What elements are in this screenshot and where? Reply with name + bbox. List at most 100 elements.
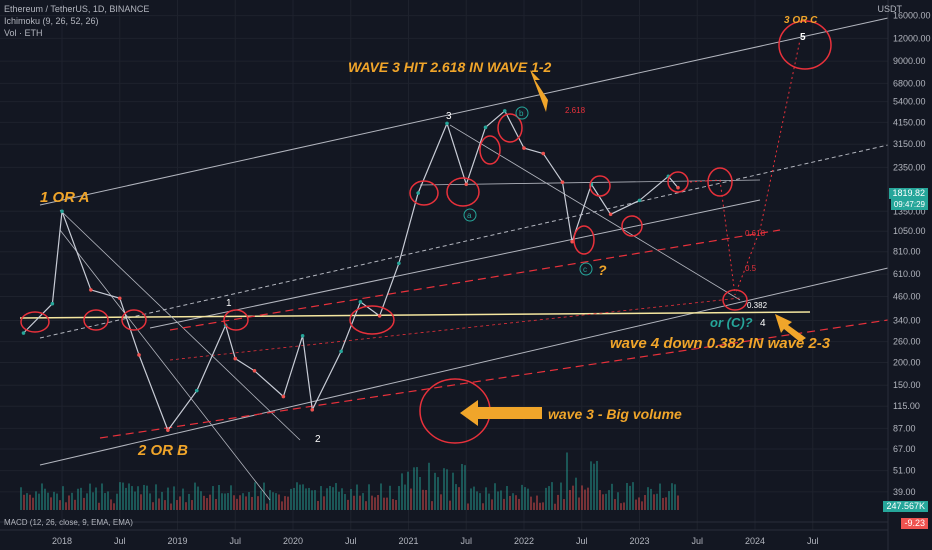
volume-bar — [104, 493, 106, 510]
time-tick-label: 2024 — [745, 536, 765, 546]
volume-bar — [233, 495, 235, 510]
fib-label-05: 0.5 — [745, 264, 757, 273]
highlight-circle — [349, 305, 395, 335]
volume-bar — [173, 486, 175, 510]
volume-bar — [356, 484, 358, 510]
volume-bar — [347, 499, 349, 510]
volume-bar — [197, 486, 199, 510]
price-point — [637, 198, 642, 203]
highlight-circle — [223, 309, 249, 331]
volume-bar — [617, 492, 619, 510]
current-price-tag: 1819.82 — [889, 188, 928, 199]
price-point — [137, 353, 141, 357]
volume-bar — [44, 488, 46, 510]
volume-bar — [482, 503, 484, 510]
wave-label-2: 2 — [315, 434, 321, 445]
volume-bar — [629, 485, 631, 510]
price-tick-label: 12000.00 — [893, 33, 931, 43]
annotation-circles — [20, 20, 832, 444]
volume-bar — [29, 494, 31, 510]
volume-bar — [575, 477, 577, 510]
price-tick-label: 51.00 — [893, 466, 916, 476]
time-tick-label: Jul — [576, 536, 588, 546]
highlight-circle — [83, 309, 109, 331]
volume-bar — [506, 486, 508, 510]
annotation-two-or-b: 2 OR B — [137, 442, 188, 459]
volume-bar — [305, 488, 307, 510]
highlight-circle — [121, 309, 147, 331]
volume-bar — [461, 463, 463, 510]
volume-bar — [503, 498, 505, 510]
legend-symbol[interactable]: Ethereum / TetherUS, 1D, BINANCE — [4, 4, 150, 14]
volume-bar — [137, 486, 139, 510]
volume-bar — [488, 493, 490, 510]
volume-bar — [371, 495, 373, 510]
volume-bar — [164, 500, 166, 510]
volume-bar — [569, 490, 571, 510]
volume-bar — [95, 487, 97, 510]
volume-bar — [365, 501, 367, 510]
fib-label-0618: 0.618 — [745, 229, 766, 238]
volume-bar — [578, 497, 580, 510]
volume-bar — [557, 494, 559, 510]
legend-ichimoku[interactable]: Ichimoku (9, 26, 52, 26) — [4, 16, 99, 26]
highlight-circle — [479, 135, 501, 165]
volume-bar — [260, 490, 262, 510]
legend-volume[interactable]: Vol · ETH — [4, 28, 43, 38]
volume-bar — [620, 503, 622, 510]
channel-line — [39, 267, 889, 466]
annotation-three-or-c: 3 OR C — [784, 15, 818, 26]
price-point — [233, 356, 238, 361]
time-tick-label: 2023 — [629, 536, 649, 546]
volume-bar — [635, 499, 637, 510]
volume-bar — [605, 493, 607, 510]
volume-bar — [560, 482, 562, 510]
volume-bar — [599, 490, 601, 510]
volume-bar — [194, 482, 196, 510]
volume-bar — [539, 502, 541, 510]
legend-macd[interactable]: MACD (12, 26, close, 9, EMA, EMA) — [4, 518, 133, 527]
volume-bar — [656, 493, 658, 510]
price-point — [339, 349, 343, 354]
price-point — [445, 121, 449, 126]
volume-bar — [443, 468, 445, 510]
volume-bar — [125, 487, 127, 510]
price-point — [570, 239, 574, 244]
volume-bar — [116, 493, 118, 510]
volume-bar — [677, 495, 679, 510]
volume-bar — [308, 487, 310, 510]
volume-bar — [32, 497, 34, 510]
volume-bar — [404, 484, 406, 510]
volume-bar — [350, 489, 352, 510]
volume-bar — [53, 491, 55, 510]
highlight-circle — [722, 289, 748, 311]
projection-path — [689, 39, 801, 296]
volume-bar — [662, 497, 664, 510]
price-point — [50, 301, 55, 306]
time-tick-label: 2021 — [398, 536, 418, 546]
volume-bar — [248, 492, 250, 510]
volume-bar — [476, 491, 478, 510]
volume-bar — [74, 499, 76, 510]
volume-bar — [608, 490, 610, 510]
time-tick-label: 2022 — [514, 536, 534, 546]
volume-bar — [527, 488, 529, 510]
volume-bar — [548, 486, 550, 510]
volume-bar — [596, 460, 598, 510]
volume-bar — [35, 491, 37, 510]
wave-marker-a — [463, 208, 477, 222]
volume-bar — [368, 484, 370, 510]
volume-bar — [647, 487, 649, 510]
channel-lines — [19, 17, 889, 501]
wave-label-c: c — [583, 265, 587, 274]
volume-bar — [287, 496, 289, 510]
price-tick-label: 1050.00 — [893, 226, 926, 236]
volume-bar — [251, 496, 253, 510]
volume-bar — [392, 499, 394, 510]
volume-bar — [401, 473, 403, 510]
volume-bar — [521, 484, 523, 510]
volume-bar — [179, 496, 181, 510]
volume-bar — [395, 499, 397, 510]
volume-bar — [497, 491, 499, 510]
